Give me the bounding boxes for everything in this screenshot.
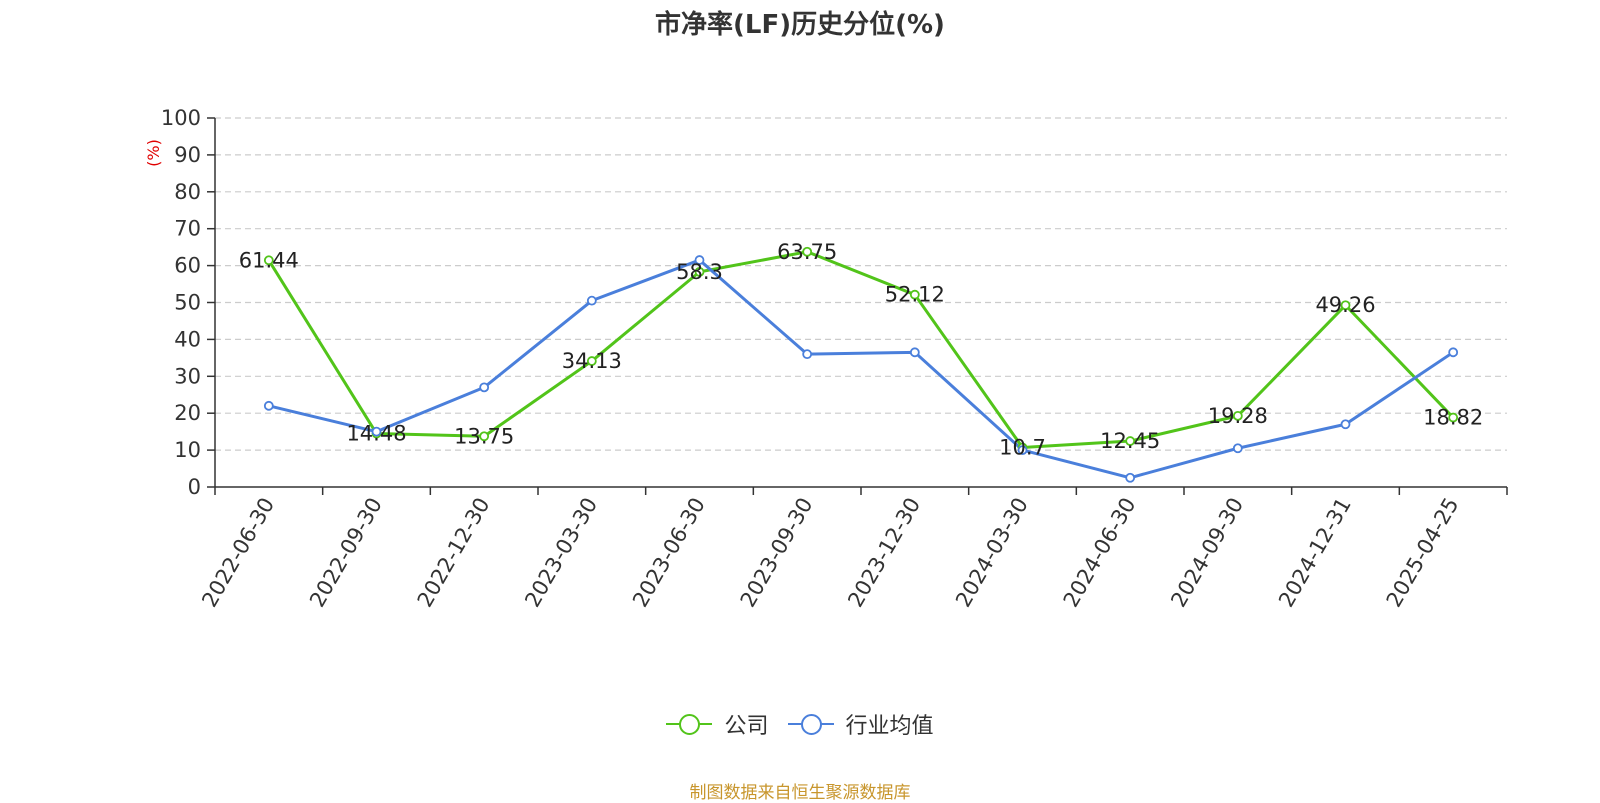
company-point xyxy=(1448,412,1459,423)
company-data-label: 19.28 xyxy=(1208,404,1268,428)
company-data-label: 12.45 xyxy=(1100,429,1160,453)
company-point xyxy=(802,246,813,257)
legend-item-industry-avg[interactable]: 行业均值 xyxy=(787,708,934,740)
industry-point xyxy=(1125,472,1136,483)
x-tick-label: 2024-12-31 xyxy=(1274,494,1356,612)
company-data-label: 14.48 xyxy=(346,422,406,446)
industry-point xyxy=(1232,443,1243,454)
y-tick-label: 50 xyxy=(174,291,201,315)
legend-company-marker xyxy=(666,713,713,735)
y-tick-label: 90 xyxy=(174,143,201,167)
industry-point xyxy=(371,426,382,437)
x-tick-label: 2023-06-30 xyxy=(628,494,710,612)
x-tick-label: 2022-09-30 xyxy=(305,494,387,612)
industry-point xyxy=(586,295,597,306)
company-point xyxy=(694,266,705,277)
company-data-label: 10.7 xyxy=(999,436,1046,460)
company-point xyxy=(1125,436,1136,446)
x-tick-label: 2024-06-30 xyxy=(1059,494,1141,612)
company-data-label: 13.75 xyxy=(454,424,514,448)
industry-series-line xyxy=(268,258,1455,480)
y-tick-label: 70 xyxy=(174,217,201,241)
y-tick-label: 20 xyxy=(174,401,201,425)
x-tick-label: 2023-12-30 xyxy=(843,494,925,612)
x-tick-label: 2022-06-30 xyxy=(197,494,279,612)
legend-industry-marker xyxy=(787,713,834,735)
y-tick-label: 30 xyxy=(174,364,201,388)
chart-title: 市净率(LF)历史分位(%) xyxy=(655,10,945,40)
industry-point xyxy=(1448,347,1459,358)
y-tick-label: 60 xyxy=(174,254,201,278)
legend-industry-label: 行业均值 xyxy=(845,714,934,739)
y-tick-label: 80 xyxy=(174,180,201,204)
industry-point xyxy=(263,400,274,411)
company-data-label: 49.26 xyxy=(1315,293,1375,317)
industry-point xyxy=(694,255,705,265)
x-tick-label: 2025-04-25 xyxy=(1382,494,1464,612)
industry-point xyxy=(1017,445,1028,456)
y-tick-label: 100 xyxy=(161,106,201,130)
y-tick-label: 40 xyxy=(174,327,201,351)
company-point xyxy=(1232,410,1243,421)
company-data-label: 52.12 xyxy=(885,283,945,307)
company-series-line xyxy=(267,250,1455,450)
industry-point xyxy=(909,347,920,358)
source-note: 制图数据来自恒生聚源数据库 xyxy=(689,783,911,803)
industry-point xyxy=(479,382,490,393)
company-data-label: 58.3 xyxy=(676,260,723,284)
legend-item-company[interactable]: 公司 xyxy=(666,708,769,740)
company-data-label: 34.13 xyxy=(562,349,622,373)
company-point xyxy=(479,431,490,442)
x-tick-label: 2023-09-30 xyxy=(736,494,818,612)
company-point xyxy=(909,289,920,300)
company-point xyxy=(586,356,597,366)
company-data-label: 18.82 xyxy=(1423,406,1483,430)
company-point xyxy=(263,255,274,266)
y-tick-label: 10 xyxy=(174,438,201,462)
x-tick-label: 2024-03-30 xyxy=(951,494,1033,612)
x-tick-label: 2023-03-30 xyxy=(520,494,602,612)
chart-legend: 公司 行业均值 xyxy=(0,708,1600,741)
company-data-label: 63.75 xyxy=(777,240,837,264)
industry-point xyxy=(802,349,813,360)
y-tick-label: 0 xyxy=(188,475,201,499)
x-tick-label: 2024-09-30 xyxy=(1166,494,1248,612)
industry-point xyxy=(1340,419,1351,430)
legend-company-label: 公司 xyxy=(724,714,769,739)
x-tick-label: 2022-12-30 xyxy=(413,494,495,612)
company-data-label: 61.44 xyxy=(239,248,299,272)
y-axis-label: (%) xyxy=(144,139,163,167)
company-point xyxy=(1340,300,1351,311)
